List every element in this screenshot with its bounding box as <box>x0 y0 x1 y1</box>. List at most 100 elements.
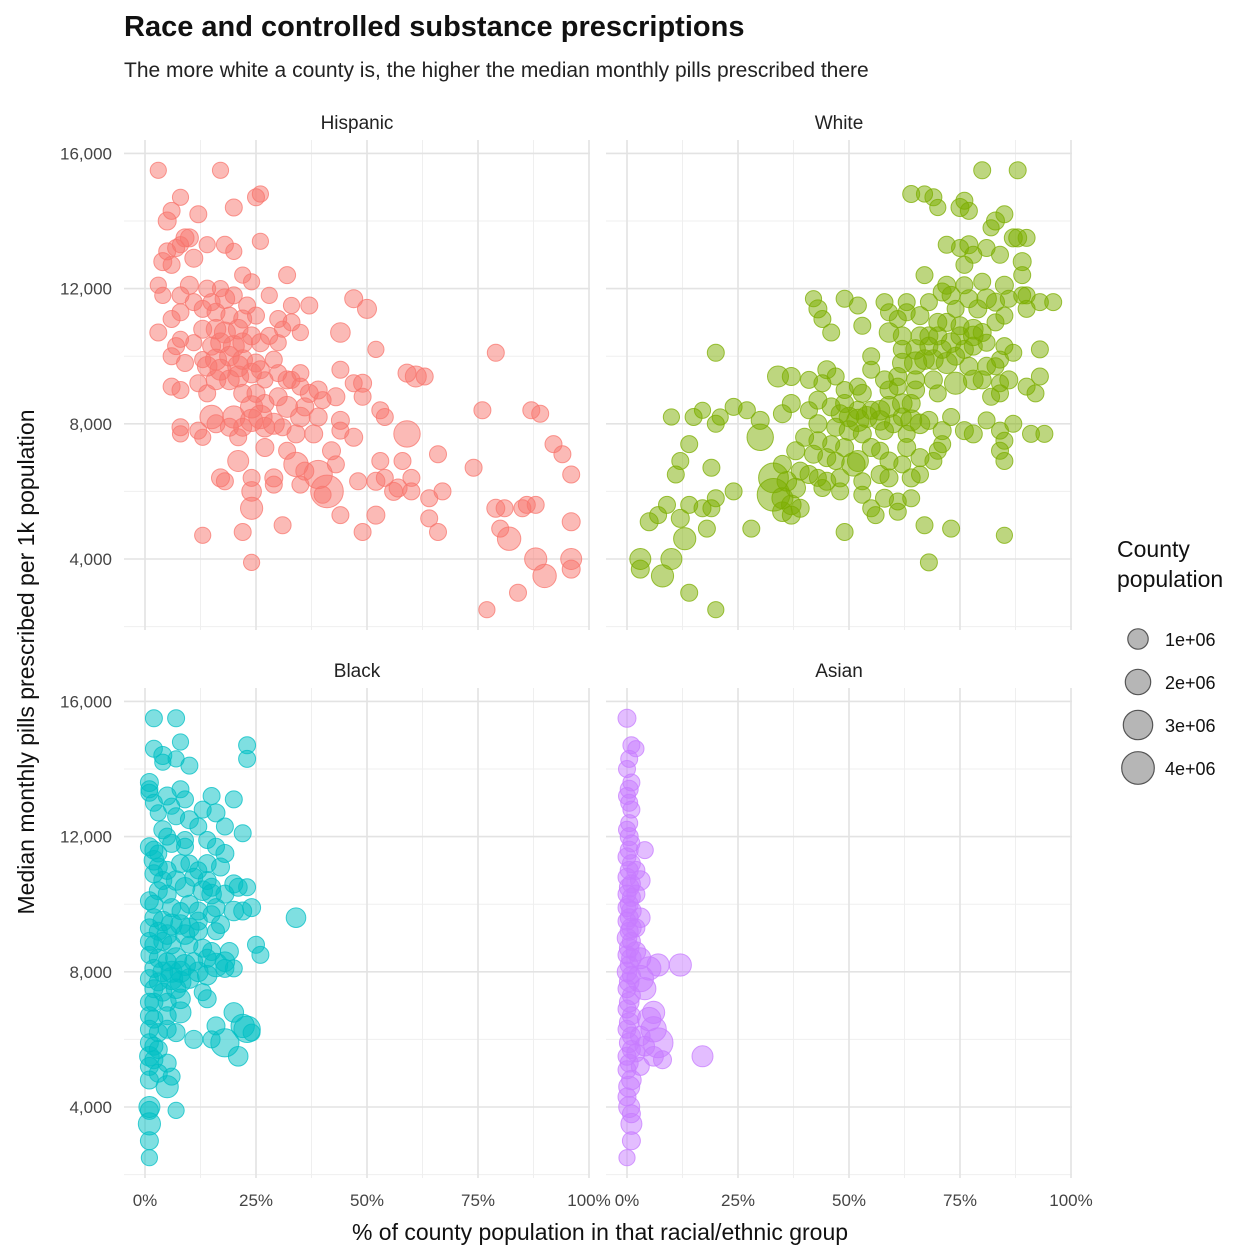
data-point <box>162 255 181 274</box>
data-point <box>144 739 163 758</box>
data-point <box>915 266 934 285</box>
data-point <box>158 827 177 846</box>
data-point <box>813 310 832 328</box>
data-point <box>238 749 257 768</box>
data-point <box>207 922 225 941</box>
x-tick-label: 100% <box>567 1191 610 1210</box>
chart-subtitle: The more white a county is, the higher t… <box>124 59 869 82</box>
y-tick-label: 12,000 <box>60 280 112 299</box>
facet-label-white: White <box>815 113 864 134</box>
data-point <box>977 411 996 430</box>
data-point <box>875 421 894 441</box>
data-point <box>331 421 350 440</box>
data-point <box>420 509 439 528</box>
panel-asian: Asian <box>606 661 1072 1178</box>
data-point <box>180 935 199 954</box>
data-point <box>227 450 250 472</box>
x-tick-label: 25% <box>239 1191 273 1210</box>
data-point <box>224 198 243 217</box>
data-point <box>892 339 912 359</box>
data-point <box>1035 424 1054 443</box>
legend-entry-label: 4e+06 <box>1165 759 1216 779</box>
data-point <box>251 232 269 250</box>
data-point <box>955 276 974 295</box>
data-point <box>243 273 261 291</box>
data-point <box>139 1100 159 1120</box>
data-point <box>991 384 1009 403</box>
data-point <box>919 410 939 430</box>
data-point <box>1008 161 1027 180</box>
data-point <box>772 404 792 424</box>
data-point <box>627 740 645 758</box>
data-point <box>353 387 372 406</box>
data-point <box>393 452 412 470</box>
data-point <box>304 424 324 444</box>
data-point <box>660 548 683 570</box>
facet-label-black: Black <box>334 661 381 682</box>
data-point <box>861 400 881 420</box>
data-point <box>473 401 492 420</box>
data-point <box>737 401 756 420</box>
data-point <box>331 506 350 525</box>
data-point <box>357 298 377 319</box>
data-point <box>929 198 947 217</box>
data-point <box>219 942 239 961</box>
data-point <box>853 485 872 504</box>
data-point <box>255 394 275 413</box>
data-point <box>215 884 235 904</box>
legend-key-circle <box>1122 709 1154 741</box>
data-point <box>668 953 692 977</box>
data-point <box>402 482 421 501</box>
data-point <box>491 519 510 538</box>
data-point <box>942 408 961 426</box>
data-point <box>194 526 212 544</box>
data-point <box>219 369 240 391</box>
data-point <box>223 1002 245 1023</box>
data-point <box>202 1030 221 1049</box>
data-point <box>626 860 646 880</box>
data-point <box>193 800 212 819</box>
data-point <box>260 286 278 304</box>
data-point <box>255 438 275 457</box>
data-point <box>955 255 974 274</box>
data-point <box>393 420 421 448</box>
x-tick-label: 0% <box>615 1191 640 1210</box>
data-point <box>375 468 394 487</box>
data-point <box>224 959 243 978</box>
data-point <box>928 441 947 460</box>
data-point <box>642 1000 666 1025</box>
panel-hispanic: Hispanic <box>124 113 590 630</box>
data-point <box>211 280 230 298</box>
facet-label-hispanic: Hispanic <box>321 113 394 134</box>
legend-key-circle <box>1124 668 1152 696</box>
data-point <box>313 485 332 504</box>
data-point <box>813 479 832 497</box>
data-point <box>149 323 168 342</box>
data-point <box>247 306 265 325</box>
data-point <box>915 516 934 535</box>
legend-key-circle <box>1127 628 1149 650</box>
data-point <box>243 553 261 572</box>
data-point <box>919 293 938 312</box>
data-point <box>375 408 394 426</box>
legend-title-line-2: population <box>1117 566 1223 592</box>
data-point <box>189 817 208 836</box>
data-point <box>724 482 743 501</box>
data-point <box>162 1067 181 1086</box>
data-point <box>871 441 890 460</box>
y-tick-label: 16,000 <box>60 692 112 711</box>
data-point <box>273 418 292 437</box>
data-point <box>238 878 257 897</box>
data-point <box>897 303 916 322</box>
data-point <box>194 351 212 369</box>
data-point <box>464 458 483 477</box>
data-point <box>666 465 685 484</box>
data-point <box>233 824 252 843</box>
facet-label-asian: Asian <box>815 661 863 682</box>
data-point <box>835 523 854 541</box>
x-tick-label: 75% <box>943 1191 977 1210</box>
data-point <box>198 384 217 403</box>
data-point <box>176 837 194 856</box>
data-point <box>846 450 869 472</box>
data-point <box>227 1046 249 1067</box>
